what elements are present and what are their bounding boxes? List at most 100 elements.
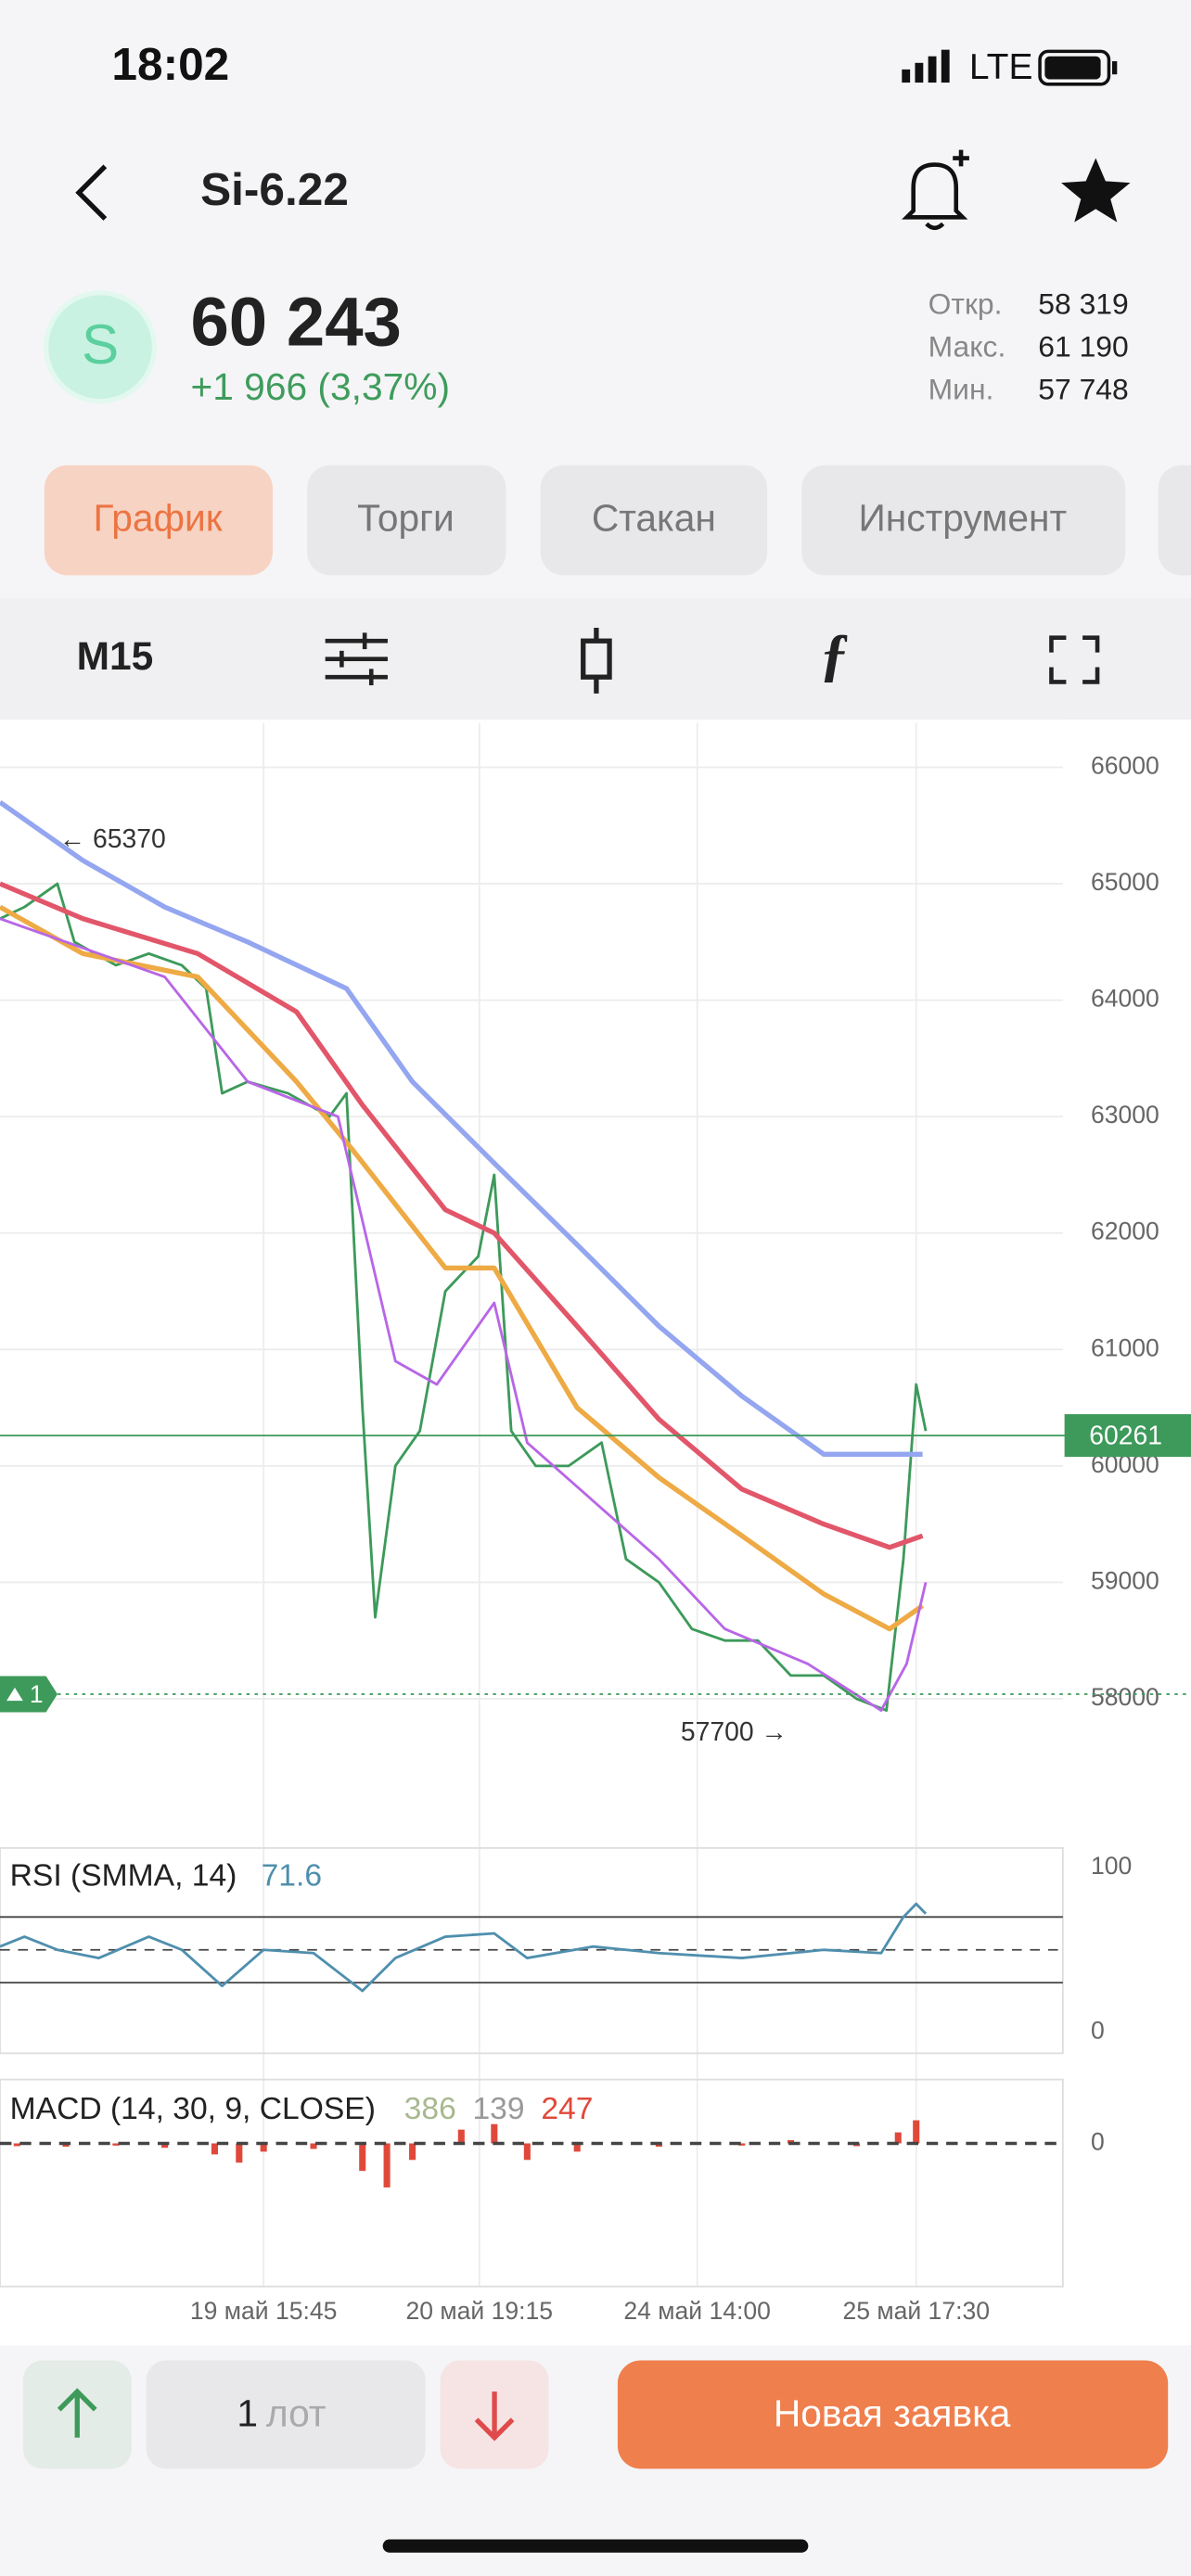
histogram-bar bbox=[236, 2143, 243, 2163]
histogram-bar bbox=[894, 2132, 902, 2144]
rsi-title: RSI (SMMA, 14) bbox=[10, 1859, 237, 1894]
price-change: +1 966 (3,37%) bbox=[190, 365, 450, 408]
tab-label: Торги bbox=[357, 497, 455, 540]
macd-title: MACD (14, 30, 9, CLOSE) bbox=[10, 2092, 376, 2126]
histogram-bar bbox=[787, 2139, 795, 2144]
stat-label: Макс. bbox=[928, 329, 1006, 363]
tab-active[interactable] bbox=[44, 465, 273, 576]
histogram-bar bbox=[913, 2120, 920, 2144]
order-quantity: 1 bbox=[30, 1680, 44, 1708]
series-line bbox=[0, 882, 928, 1712]
macd-reading: 386 bbox=[404, 2092, 456, 2126]
x-tick-label: 20 май 19:15 bbox=[406, 2297, 554, 2325]
sell-arrow bbox=[474, 2391, 515, 2442]
histogram-bar bbox=[112, 2143, 120, 2146]
back-button[interactable] bbox=[75, 164, 108, 221]
rsi-value: 71.6 bbox=[262, 1859, 322, 1894]
quantity-field[interactable] bbox=[146, 2360, 426, 2469]
tab[interactable] bbox=[1158, 465, 1191, 576]
avatar-letter: S bbox=[82, 312, 119, 376]
last-price-tag bbox=[1064, 1414, 1191, 1458]
histogram-bar bbox=[383, 2143, 391, 2187]
order-tag bbox=[0, 1676, 58, 1713]
histogram-bar bbox=[161, 2143, 169, 2149]
tab-label: Инструмент bbox=[859, 497, 1068, 540]
tab-label: График bbox=[93, 497, 223, 540]
pane-frame bbox=[0, 2078, 1064, 2288]
histogram-bar bbox=[260, 2143, 267, 2152]
y-tick-label: 59000 bbox=[1091, 1566, 1159, 1594]
macd-reading: 139 bbox=[472, 2092, 524, 2126]
x-tick-label: 19 май 15:45 bbox=[190, 2297, 338, 2325]
stat-value: 61 190 bbox=[1038, 329, 1128, 363]
new-order-button[interactable] bbox=[617, 2360, 1169, 2469]
stat-value: 57 748 bbox=[1038, 372, 1128, 405]
stat-value: 58 319 bbox=[1038, 287, 1128, 320]
quantity: 1 bbox=[237, 2391, 258, 2434]
annotation: 57700 → bbox=[681, 1717, 788, 1747]
favorite-button[interactable] bbox=[1061, 158, 1131, 223]
status-network: LTE bbox=[969, 47, 1033, 87]
series-line bbox=[0, 904, 925, 1632]
battery-icon bbox=[1038, 49, 1118, 86]
stat-label: Откр. bbox=[928, 287, 1003, 320]
y-tick-label: 65000 bbox=[1091, 868, 1159, 896]
histogram-bar bbox=[523, 2143, 531, 2161]
price-axis bbox=[1062, 720, 1191, 2346]
annotation: ← 65370 bbox=[59, 824, 166, 854]
macd-reading: 247 bbox=[541, 2092, 593, 2126]
series-line bbox=[0, 881, 924, 1550]
stat-label: Мин. bbox=[928, 372, 994, 405]
histogram-bar bbox=[211, 2143, 219, 2155]
signal-icon bbox=[902, 49, 950, 83]
quantity-unit: лот bbox=[266, 2391, 327, 2434]
histogram-bar bbox=[13, 2143, 20, 2147]
timeframe-button[interactable]: M15 bbox=[77, 635, 154, 679]
y-tick-label: 0 bbox=[1091, 2127, 1105, 2155]
series-line bbox=[0, 1902, 928, 1993]
histogram-bar bbox=[738, 2143, 746, 2146]
chart-type-button[interactable] bbox=[581, 628, 612, 694]
y-tick-label: 61000 bbox=[1091, 1333, 1159, 1361]
x-tick-label: 25 май 17:30 bbox=[842, 2297, 990, 2325]
buy-arrow bbox=[57, 2388, 97, 2438]
y-tick-label: 100 bbox=[1091, 1852, 1132, 1880]
new-order-label: Новая заявка bbox=[774, 2391, 1011, 2434]
histogram-bar bbox=[359, 2143, 366, 2172]
histogram-bar bbox=[409, 2143, 416, 2161]
y-tick-label: 66000 bbox=[1091, 751, 1159, 779]
histogram-bar bbox=[573, 2143, 581, 2152]
histogram-bar bbox=[310, 2143, 317, 2149]
order-tag-arrow bbox=[6, 1687, 23, 1702]
tab[interactable] bbox=[540, 465, 768, 576]
last-price-label: 60261 bbox=[1089, 1421, 1162, 1450]
home-indicator bbox=[382, 2539, 809, 2553]
tab[interactable] bbox=[307, 465, 506, 576]
pane-frame bbox=[0, 1847, 1064, 2055]
series-line bbox=[0, 917, 928, 1712]
price: 60 243 bbox=[190, 284, 401, 361]
chart-background bbox=[0, 720, 1191, 2346]
tab[interactable] bbox=[801, 465, 1126, 576]
histogram-bar bbox=[491, 2123, 498, 2144]
alert-button[interactable] bbox=[902, 149, 969, 231]
y-tick-label: 62000 bbox=[1091, 1218, 1159, 1245]
status-time: 18:02 bbox=[111, 38, 229, 90]
fullscreen-button[interactable] bbox=[1049, 635, 1100, 684]
ticker-title: Si-6.22 bbox=[200, 163, 349, 215]
y-tick-label: 64000 bbox=[1091, 985, 1159, 1013]
charts: 5800059000600006100062000630006400065000… bbox=[0, 722, 1191, 2325]
settings-button[interactable] bbox=[325, 632, 388, 686]
y-tick-label: 63000 bbox=[1091, 1101, 1159, 1129]
histogram-bar bbox=[457, 2129, 465, 2144]
y-tick-label: 58000 bbox=[1091, 1683, 1159, 1711]
avatar bbox=[43, 290, 158, 404]
x-tick-label: 24 май 14:00 bbox=[623, 2297, 771, 2325]
histogram-bar bbox=[655, 2143, 662, 2148]
indicators-button[interactable]: ƒ bbox=[820, 621, 850, 687]
tab-label: Стакан bbox=[592, 497, 716, 540]
histogram-bar bbox=[62, 2143, 70, 2148]
